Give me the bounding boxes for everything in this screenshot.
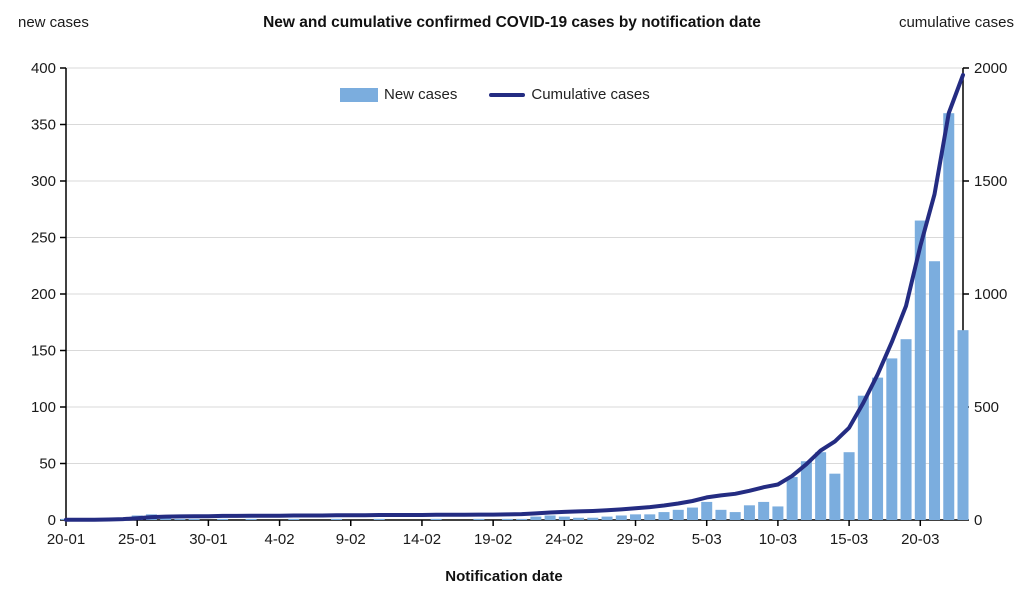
svg-text:24-02: 24-02 <box>545 531 583 548</box>
svg-text:50: 50 <box>39 456 56 473</box>
svg-text:15-03: 15-03 <box>830 531 868 548</box>
new-cases-swatch <box>340 87 378 102</box>
svg-text:10-03: 10-03 <box>759 531 797 548</box>
svg-text:14-02: 14-02 <box>403 531 441 548</box>
svg-text:1500: 1500 <box>974 173 1007 190</box>
svg-text:1000: 1000 <box>974 286 1007 303</box>
svg-text:30-01: 30-01 <box>189 531 227 548</box>
svg-text:29-02: 29-02 <box>616 531 654 548</box>
svg-text:200: 200 <box>31 286 56 303</box>
legend-label-new-cases: New cases <box>384 86 458 103</box>
chart-title: New and cumulative confirmed COVID-19 ca… <box>263 14 761 31</box>
svg-text:400: 400 <box>31 60 56 77</box>
x-axis-title: Notification date <box>445 568 563 585</box>
svg-text:19-02: 19-02 <box>474 531 512 548</box>
svg-text:2000: 2000 <box>974 60 1007 77</box>
svg-text:350: 350 <box>31 117 56 134</box>
left-axis-title: new cases <box>18 14 89 31</box>
right-axis-title: cumulative cases <box>898 14 1014 31</box>
svg-text:100: 100 <box>31 399 56 416</box>
svg-text:500: 500 <box>974 399 999 416</box>
svg-text:0: 0 <box>974 512 982 529</box>
svg-text:0: 0 <box>48 512 56 529</box>
svg-text:250: 250 <box>31 230 56 247</box>
legend-label-cumulative: Cumulative cases <box>531 86 650 103</box>
svg-text:9-02: 9-02 <box>336 531 366 548</box>
svg-text:25-01: 25-01 <box>118 531 156 548</box>
svg-text:5-03: 5-03 <box>692 531 722 548</box>
svg-text:300: 300 <box>31 173 56 190</box>
legend: New cases Cumulative cases <box>340 86 650 103</box>
svg-text:20-01: 20-01 <box>47 531 85 548</box>
svg-text:150: 150 <box>31 343 56 360</box>
svg-text:20-03: 20-03 <box>901 531 939 548</box>
svg-text:4-02: 4-02 <box>265 531 295 548</box>
cumulative-line-swatch <box>489 92 526 97</box>
